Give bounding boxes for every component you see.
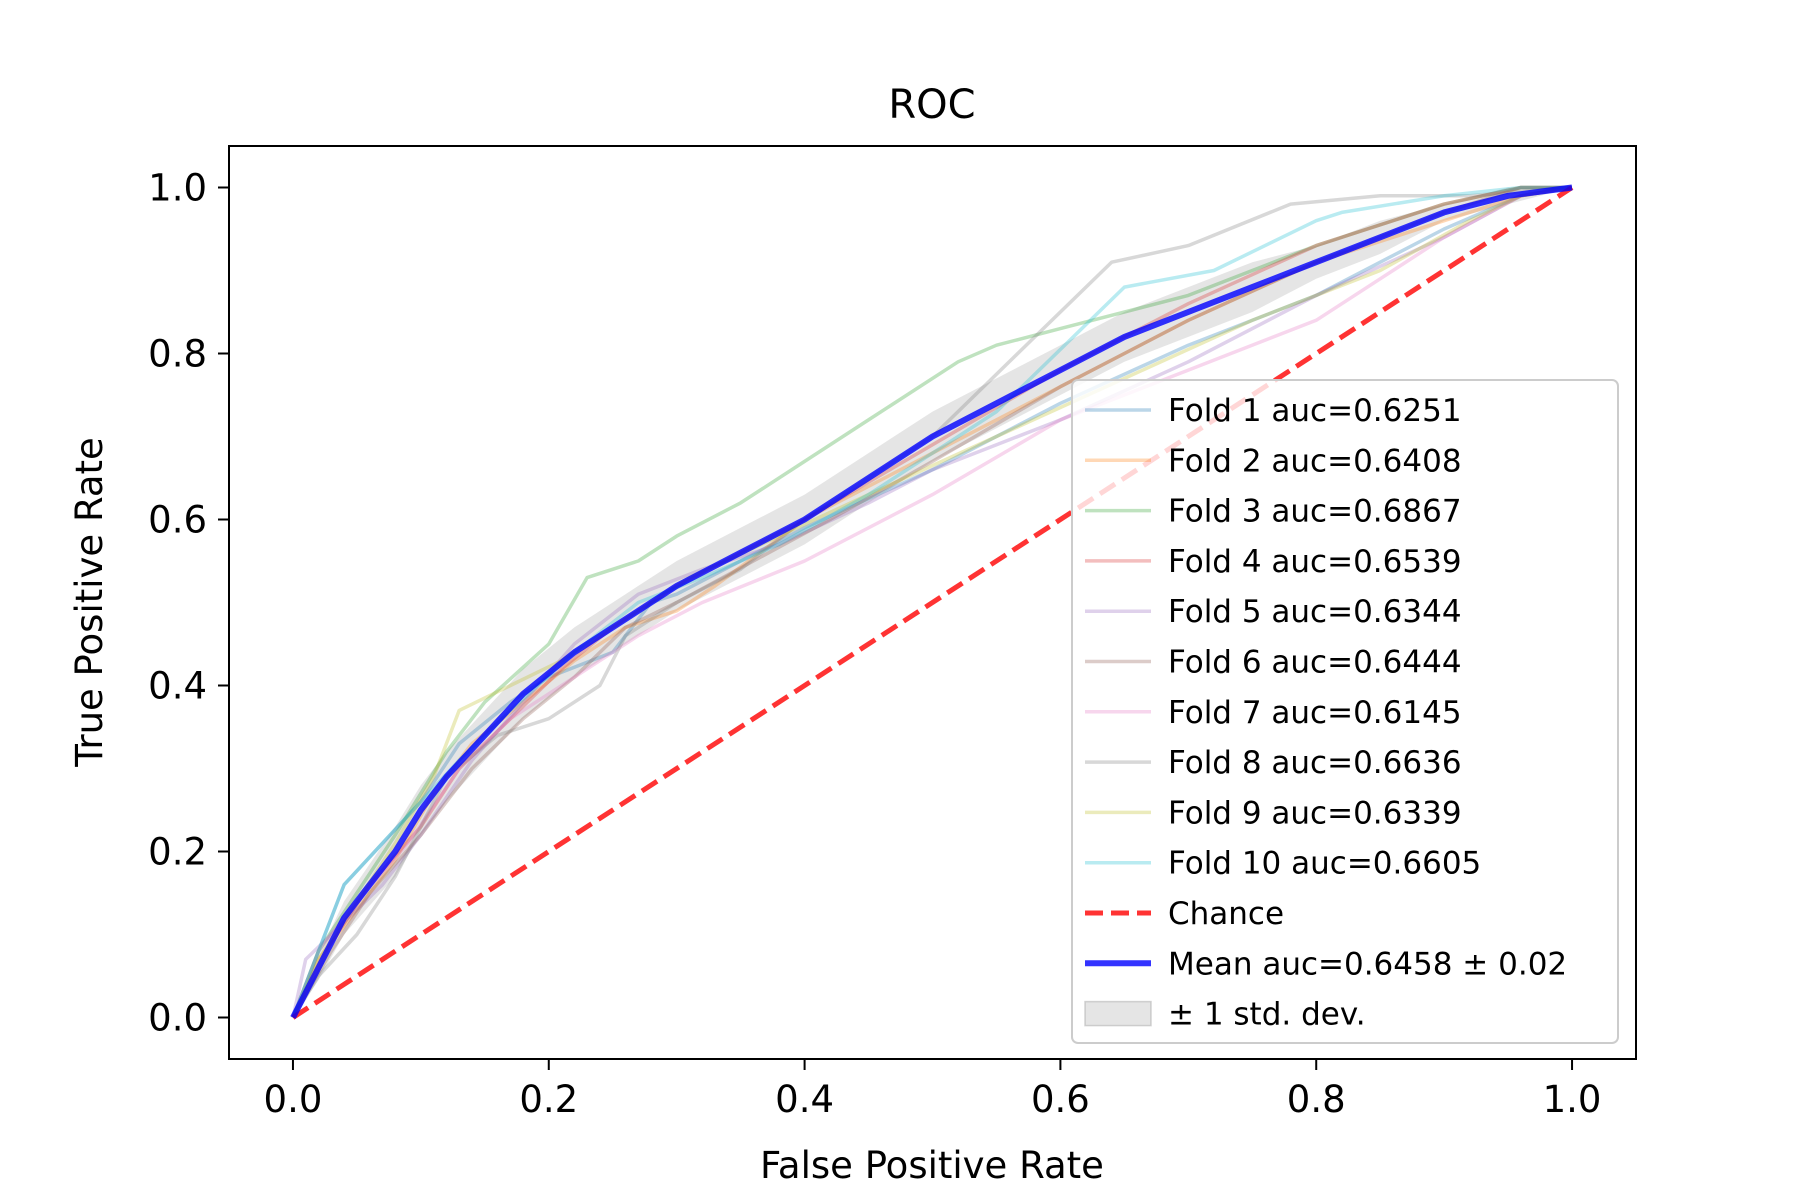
x-tick-label: 0.8 (1287, 1078, 1346, 1121)
legend-label-fold-1-auc-0-6251: Fold 1 auc=0.6251 (1168, 393, 1462, 429)
x-tick-label: 0.0 (264, 1078, 323, 1121)
x-tick-label: 0.4 (775, 1078, 834, 1121)
x-axis-label: False Positive Rate (760, 1144, 1104, 1187)
y-tick-label: 0.0 (148, 997, 207, 1040)
legend-label-fold-9-auc-0-6339: Fold 9 auc=0.6339 (1168, 795, 1462, 831)
legend: Fold 1 auc=0.6251 Fold 2 auc=0.6408 Fold 3… (1071, 379, 1619, 1044)
y-tick-label: 0.8 (148, 333, 207, 376)
fold-1-roc-line (291, 185, 1573, 1019)
chart-title: ROC (888, 82, 975, 128)
y-tick-label: 0.6 (148, 499, 207, 542)
x-axis-ticks: 0.0 0.2 0.4 0.6 0.8 1.0 (264, 1059, 1602, 1121)
legend-label-fold-2-auc-0-6408: Fold 2 auc=0.6408 (1168, 443, 1462, 479)
x-tick-label: 1.0 (1543, 1078, 1602, 1121)
legend-label-mean-auc-0-6458-0-02: Mean auc=0.6458 ± 0.02 (1168, 946, 1567, 982)
mean-roc-line (290, 184, 1573, 1019)
fold-8-roc-line (291, 185, 1573, 1019)
legend-label-fold-10-auc-0-6605: Fold 10 auc=0.6605 (1168, 846, 1481, 882)
fold-10-roc-line (291, 185, 1572, 1019)
fold-7-roc-line (291, 185, 1573, 1019)
y-axis-ticks: 0.0 0.2 0.4 0.6 0.8 1.0 (148, 167, 229, 1040)
legend-label-chance: Chance (1168, 896, 1284, 932)
legend-label-1-std-dev: ± 1 std. dev. (1168, 997, 1366, 1033)
y-tick-label: 0.4 (148, 665, 207, 708)
legend-label-fold-4-auc-0-6539: Fold 4 auc=0.6539 (1168, 544, 1462, 580)
legend-label-fold-5-auc-0-6344: Fold 5 auc=0.6344 (1168, 594, 1462, 630)
legend-label-fold-8-auc-0-6636: Fold 8 auc=0.6636 (1168, 745, 1462, 781)
y-tick-label: 0.2 (148, 831, 207, 874)
legend-box (1071, 379, 1619, 1044)
chance-line (291, 185, 1574, 1020)
x-tick-label: 0.6 (1031, 1078, 1090, 1121)
legend-swatch-1-std-dev (1084, 1000, 1152, 1027)
legend-label-fold-7-auc-0-6145: Fold 7 auc=0.6145 (1168, 695, 1462, 731)
legend-label-fold-6-auc-0-6444: Fold 6 auc=0.6444 (1168, 645, 1462, 681)
series-layer (290, 184, 1574, 1020)
y-tick-label: 1.0 (148, 167, 207, 210)
x-tick-label: 0.2 (519, 1078, 578, 1121)
fold-3-roc-line (291, 185, 1572, 1019)
y-axis-label: True Positive Rate (68, 437, 111, 768)
legend-label-fold-3-auc-0-6867: Fold 3 auc=0.6867 (1168, 494, 1462, 530)
plot-frame (228, 145, 1637, 1060)
